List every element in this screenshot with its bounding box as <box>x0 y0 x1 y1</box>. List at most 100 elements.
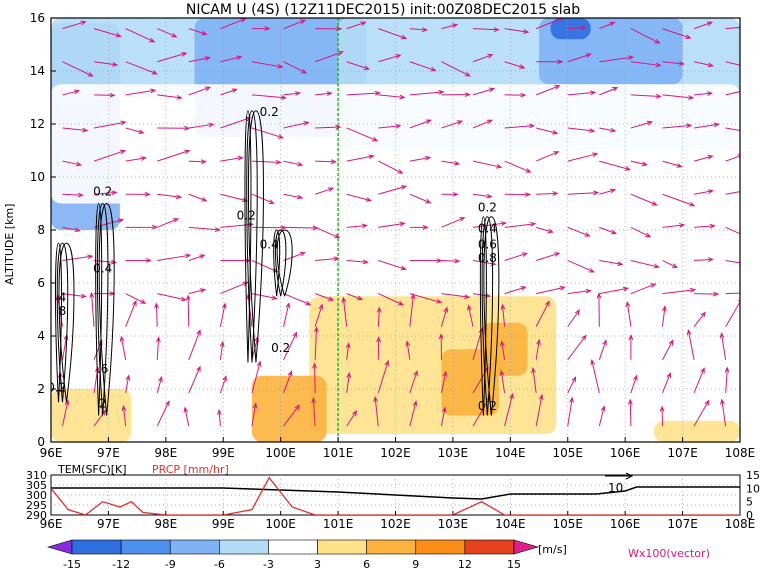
wind-vector <box>345 342 351 360</box>
wind-vector <box>62 61 94 77</box>
wind-vector <box>157 28 178 38</box>
wind-vector <box>599 160 632 171</box>
wind-vector <box>567 152 599 162</box>
wind-vector <box>662 193 696 207</box>
bottom-x-tick-label: 97E <box>97 517 120 531</box>
w-contours: 0.2 48 0.2 0.4 .6 2 0.2 0.2 0.4 0.2 0.2 0.4 0.60.8 0.… <box>47 105 500 416</box>
wind-vector <box>125 88 157 96</box>
x-tick-label: 96E <box>40 446 63 460</box>
wind-vector <box>93 28 122 38</box>
wind-vector <box>188 193 208 202</box>
wind-vector <box>440 406 447 427</box>
wind-vector <box>599 226 618 235</box>
wind-vector <box>536 252 561 261</box>
wind-vector <box>599 188 617 195</box>
w-contour-line <box>98 202 115 416</box>
wind-vector <box>567 25 587 31</box>
contour-label: 0.4 <box>478 222 497 236</box>
wind-vector <box>409 258 443 264</box>
wind-vector <box>630 28 661 44</box>
colorbar-tick-label: -3 <box>263 558 274 571</box>
y-tick-label: 4 <box>37 329 45 343</box>
temperature-axis-tick: 305 <box>26 479 47 492</box>
vector-legend-label: Wx100(vector) <box>628 547 710 560</box>
wind-vector <box>693 311 706 328</box>
wind-vector <box>251 26 271 31</box>
wind-vector <box>567 309 580 328</box>
wind-vector <box>504 160 532 173</box>
wind-vector <box>504 221 537 228</box>
colorbar: -15 -12 -9 -6 -3 3 6 9 12 15 <box>46 539 540 571</box>
x-tick-label: 107E <box>667 446 698 460</box>
wind-vector <box>313 326 319 360</box>
bottom-x-tick-label: 101E <box>323 517 354 531</box>
wind-vector <box>220 281 249 295</box>
wind-vector <box>188 159 208 165</box>
wind-vector <box>500 340 506 360</box>
chart-title: NICAM U (4S) (12Z11DEC2015) init:00Z08DE… <box>186 2 580 18</box>
wind-vector <box>283 331 298 361</box>
wind-vector <box>283 293 312 306</box>
wind-vector <box>567 396 574 427</box>
wind-vector <box>125 127 145 135</box>
wind-vector <box>157 52 188 63</box>
wind-vector <box>472 160 503 169</box>
wind-vector <box>283 404 300 427</box>
wind-vector <box>409 89 445 96</box>
temperature-axis-tick: 310 <box>26 469 47 482</box>
wind-vector <box>567 376 577 394</box>
colorbar-swatch <box>219 539 269 555</box>
w-contour-line <box>483 216 500 416</box>
colorbar-swatch <box>71 539 122 555</box>
colorbar-swatch <box>464 539 515 555</box>
wind-vector <box>531 366 537 394</box>
wind-vector <box>125 224 159 230</box>
wind-vector <box>125 191 151 197</box>
shaded-region <box>251 375 327 442</box>
wind-vector <box>346 90 381 96</box>
x-axis-ticks: 96E 97E 98E 99E 100E 101E 102E 103E 104E 105E 106E… <box>40 437 755 460</box>
wind-vector <box>188 56 211 63</box>
wind-vector <box>409 370 418 394</box>
bottom-x-tick-label: 105E <box>553 517 584 531</box>
wind-vector <box>441 23 459 30</box>
wind-vector <box>724 366 730 394</box>
wind-vector <box>378 160 404 174</box>
temperature-axis-tick: 300 <box>26 489 47 502</box>
colorbar-tick-label: -15 <box>63 558 81 571</box>
contour-label: 0.2 <box>478 399 497 413</box>
wind-vector <box>346 21 367 30</box>
wind-vector <box>157 94 183 100</box>
wind-vector <box>596 292 602 327</box>
wind-vector <box>219 375 227 394</box>
wind-vector <box>725 226 740 235</box>
wind-vector <box>504 192 532 197</box>
wind-vector <box>599 127 617 133</box>
wind-vector <box>500 303 506 327</box>
wind-vector <box>188 288 207 295</box>
x-tick-label: 100E <box>265 446 296 460</box>
wind-vector <box>662 222 686 228</box>
wind-vector <box>378 123 402 129</box>
wind-vector <box>93 218 125 228</box>
contour-label: 0.2 <box>271 341 290 355</box>
precip-series-label: PRCP [mm/hr] <box>152 463 229 476</box>
wind-vector <box>378 54 402 63</box>
wind-vector <box>251 61 284 69</box>
y-axis-ticks: 0 2 4 6 8 10 12 14 16 <box>30 11 56 449</box>
bottom-x-tick-label: 96E <box>40 517 63 531</box>
colorbar-tick-label: 15 <box>507 558 521 571</box>
wind-vector <box>378 28 408 40</box>
reference-arrow <box>605 472 634 480</box>
wind-vector <box>314 303 324 327</box>
contour-label: 0.2 <box>47 381 66 395</box>
colorbar-right-arrow <box>513 539 540 555</box>
wind-vector <box>155 336 161 360</box>
main-panel: 0.2480.20.4.620.20.20.40.20.20.40.60.80.… <box>3 11 755 460</box>
wind-vector <box>220 18 247 30</box>
wind-vector <box>251 94 287 100</box>
wind-vector <box>725 91 740 96</box>
wind-vector <box>220 116 252 129</box>
wind-vector <box>409 400 418 427</box>
wind-vector <box>219 302 227 327</box>
